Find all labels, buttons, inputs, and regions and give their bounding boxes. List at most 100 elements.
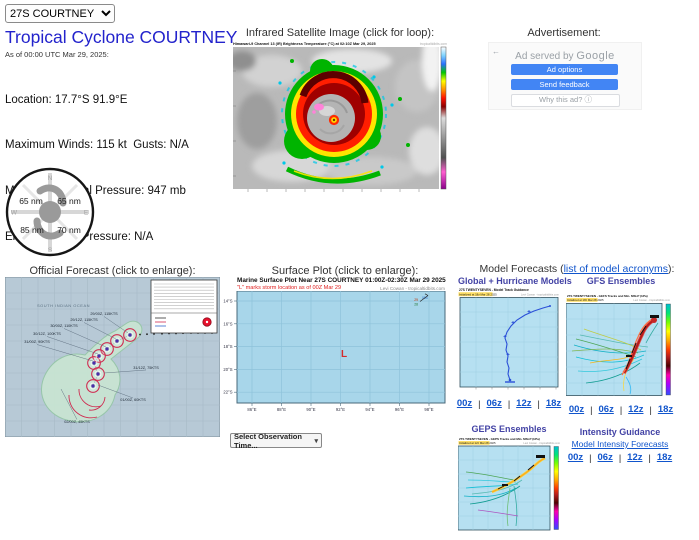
storm-selector[interactable]: 27S COURTNEY: [5, 4, 115, 23]
gfs-link-18z[interactable]: 18z: [657, 404, 674, 415]
ocean-label: SOUTH INDIAN OCEAN: [37, 303, 90, 308]
intensity-link-12z[interactable]: 12z: [627, 452, 643, 463]
geps-ensembles-svg: 27S TWENTYSEVEN - GEPS Tracks and Min. M…: [458, 437, 560, 531]
link-separator: |: [507, 398, 511, 409]
svg-text:28: 28: [414, 303, 418, 307]
svg-text:98°E: 98°E: [424, 407, 433, 412]
storm-core: [278, 59, 410, 184]
svg-text:02/00Z, 45KTS: 02/00Z, 45KTS: [64, 420, 90, 424]
wind-radii-values: 65 nm 65 nm 85 nm 70 nm: [19, 196, 81, 235]
surface-plot-svg: 29 094 28 L 86°E 88°E 90°E 92°E: [223, 291, 446, 412]
official-forecast-image[interactable]: SOUTH INDIAN OCEAN: [5, 277, 220, 437]
model-intensity-forecasts-link[interactable]: Model Intensity Forecasts: [571, 439, 669, 449]
heading-suffix: ):: [668, 263, 675, 275]
why-this-ad-button[interactable]: Why this ad? ⓘ: [511, 94, 620, 107]
svg-text:31/00Z, 90KTS: 31/00Z, 90KTS: [24, 340, 50, 344]
google-logo-text: Google: [576, 50, 615, 62]
wind-radii-diagram: N E S W 65 nm 65 nm 85 nm 70 nm: [5, 167, 95, 257]
link-separator: |: [590, 404, 593, 415]
intensity-link-06z[interactable]: 06z: [597, 452, 613, 463]
ad-container: ← Ad served by Google Ad options Send fe…: [488, 42, 642, 110]
track-labels: 29/00Z, 115KTS 29/12Z, 115KTS 30/00Z, 11…: [24, 312, 159, 424]
svg-text:20°S: 20°S: [223, 367, 232, 372]
intensity-guidance-links: 00z | 06z | 12z | 18z: [545, 452, 695, 463]
gfs-ensembles-svg: 27S TWENTYSEVEN - GEFS Tracks and Min. M…: [566, 294, 671, 396]
geps-colorbar: [553, 446, 559, 530]
svg-text:14°S: 14°S: [223, 299, 232, 304]
model-track-title: 27S TWENTYSEVEN - Model Track Guidance: [459, 288, 529, 292]
gfs-link-06z[interactable]: 06z: [598, 404, 614, 415]
radius-se: 70 nm: [57, 225, 81, 235]
satellite-caption: Infrared Satellite Image (click for loop…: [245, 27, 435, 39]
station-plot: 29 094 28: [414, 293, 429, 307]
compass-w: W: [11, 210, 18, 217]
global-models-links: 00z | 06z | 12z | 18z: [456, 398, 562, 409]
satellite-image-title: Himawari-9 Channel 13 (IR) Brightness Te…: [233, 42, 376, 46]
svg-text:88°E: 88°E: [277, 407, 286, 412]
svg-text:31/12Z, 75KTS: 31/12Z, 75KTS: [133, 366, 159, 370]
global-link-06z[interactable]: 06z: [486, 398, 502, 409]
forecast-legend-box: [150, 279, 218, 334]
svg-text:16°S: 16°S: [223, 321, 232, 326]
gfs-main-bundle: [621, 315, 659, 376]
geps-ensembles-image[interactable]: 27S TWENTYSEVEN - GEPS Tracks and Min. M…: [458, 436, 566, 532]
svg-text:29/12Z, 115KTS: 29/12Z, 115KTS: [70, 318, 98, 322]
link-separator: |: [478, 398, 481, 409]
send-feedback-button[interactable]: Send feedback: [511, 79, 618, 90]
svg-text:29: 29: [414, 298, 418, 302]
link-separator: |: [619, 404, 623, 415]
surface-grid: [237, 291, 445, 403]
global-models-heading: Global + Hurricane Models: [458, 276, 572, 286]
link-separator: |: [589, 452, 592, 463]
model-track-guidance-image[interactable]: 27S TWENTYSEVEN - Model Track Guidance I…: [458, 287, 560, 395]
svg-text:90°E: 90°E: [306, 407, 315, 412]
gfs-image-init: Initialized at 18z Mar 28 2025: [567, 298, 604, 302]
geps-image-credit: Levi Cowan - tropicaltidbits.com: [523, 441, 560, 445]
surface-plot-credit: Levi Cowan - tropicaltidbits.com: [380, 285, 445, 291]
gfs-link-12z[interactable]: 12z: [628, 404, 644, 415]
geps-grid: [458, 446, 550, 530]
surface-y-labels: 14°S 16°S 18°S 20°S 22°S: [223, 299, 232, 395]
satellite-image[interactable]: Himawari-9 Channel 13 (IR) Brightness Te…: [232, 41, 448, 197]
svg-text:86°E: 86°E: [247, 407, 256, 412]
geps-image-title: 27S TWENTYSEVEN - GEPS Tracks and Min. M…: [459, 437, 540, 441]
gfs-image-credit: Levi Cowan - tropicaltidbits.com: [633, 298, 670, 302]
global-link-18z[interactable]: 18z: [545, 398, 562, 409]
radius-sw: 85 nm: [20, 225, 44, 235]
model-track-svg: 27S TWENTYSEVEN - Model Track Guidance I…: [458, 288, 560, 390]
link-separator: |: [648, 452, 651, 463]
ad-collapse-icon[interactable]: ←: [492, 47, 500, 56]
page-title: Tropical Cyclone COURTNEY: [5, 27, 238, 47]
model-track-path: [503, 305, 551, 383]
global-link-12z[interactable]: 12z: [516, 398, 532, 409]
intensity-link-18z[interactable]: 18z: [656, 452, 673, 463]
official-forecast-caption: Official Forecast (click to enlarge):: [29, 265, 196, 277]
storm-location-marker: L: [341, 349, 347, 360]
observation-time-label: Select Observation Time...: [234, 431, 302, 450]
svg-text:94°E: 94°E: [365, 407, 374, 412]
surface-plot-subtitle: "L" marks storm location as of 00Z Mar 2…: [237, 285, 342, 291]
stat-max-winds: Maximum Winds: 115 kt Gusts: N/A: [5, 139, 189, 152]
official-forecast-svg: SOUTH INDIAN OCEAN: [5, 277, 220, 437]
intensity-guidance-heading: Intensity Guidance: [579, 427, 661, 437]
model-track-init: Initialized at 18z Mar 28 2025: [459, 292, 497, 296]
gfs-link-00z[interactable]: 00z: [568, 404, 585, 415]
geps-image-init: Initialized at 12z Mar 28 2025: [459, 441, 496, 445]
ad-served-text: Ad served by Google: [489, 50, 641, 62]
compass-letters: N E S W: [11, 175, 89, 254]
satellite-cloud-art: [233, 47, 439, 189]
observation-time-select[interactable]: Select Observation Time... ▾: [230, 431, 322, 450]
svg-text:22°S: 22°S: [223, 390, 232, 395]
geps-main-bundle: [491, 455, 546, 494]
global-link-00z[interactable]: 00z: [456, 398, 473, 409]
ad-options-button[interactable]: Ad options: [511, 64, 618, 75]
geps-ensembles-heading: GEPS Ensembles: [471, 424, 547, 434]
surface-plot-image[interactable]: 29 094 28 L 86°E 88°E 90°E 92°E: [221, 291, 447, 417]
model-acronyms-link[interactable]: list of model acronyms: [563, 263, 669, 275]
model-track-ticks: [475, 387, 557, 390]
gfs-ensembles-image[interactable]: 27S TWENTYSEVEN - GEFS Tracks and Min. M…: [566, 293, 676, 403]
intensity-link-00z[interactable]: 00z: [567, 452, 584, 463]
satellite-image-svg: Himawari-9 Channel 13 (IR) Brightness Te…: [233, 42, 447, 192]
gfs-ensembles-heading: GFS Ensembles: [586, 276, 656, 286]
